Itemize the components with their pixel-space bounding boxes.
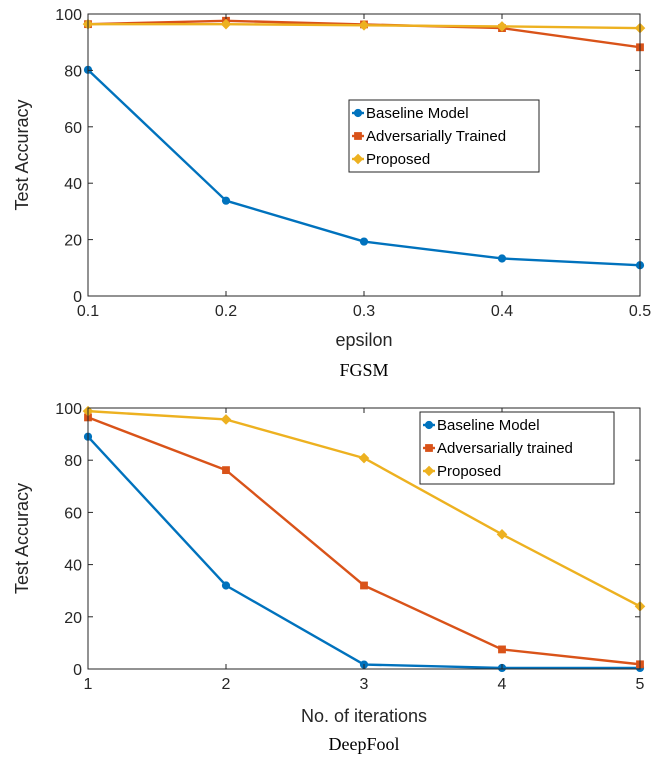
fgsm-y-axis-label: Test Accuracy — [12, 99, 32, 210]
deepfool-y-tick-label: 20 — [64, 610, 82, 627]
fgsm-series-0-point — [497, 254, 507, 263]
deepfool-legend-box — [419, 411, 615, 485]
fgsm-y-tick-label: 20 — [64, 233, 82, 250]
deepfool-legend-label: Adversarially trained — [437, 440, 573, 457]
deepfool-y-axis-label: Test Accuracy — [12, 483, 32, 594]
fgsm-series-0-point — [359, 237, 369, 246]
deepfool-series-2-point — [220, 414, 232, 425]
deepfool-y-tick-label: 0 — [73, 662, 82, 679]
fgsm-legend-swatch-marker — [353, 108, 363, 118]
fgsm-legend-swatch-marker — [352, 153, 364, 165]
fgsm-y-tick-label: 80 — [64, 63, 82, 80]
deepfool-caption: DeepFool — [329, 734, 400, 754]
fgsm-legend-label: Adversarially Trained — [366, 128, 506, 145]
deepfool-legend-swatch-marker — [424, 420, 434, 430]
fgsm-x-tick-label: 0.2 — [215, 303, 237, 320]
deepfool-legend-label: Proposed — [437, 463, 501, 480]
fgsm-legend-label: Proposed — [366, 151, 430, 168]
fgsm-x-ticks: 0.1 0.2 0.3 0.4 0.5 — [77, 14, 651, 320]
deepfool-y-tick-label: 40 — [64, 558, 82, 575]
deepfool-legend: Baseline Model Adversarially trained Propo… — [419, 411, 615, 485]
fgsm-x-axis-label: epsilon — [335, 330, 392, 350]
fgsm-series-2-point — [358, 19, 370, 31]
fgsm-y-tick-label: 100 — [55, 7, 82, 24]
fgsm-x-tick-label: 0.3 — [353, 303, 375, 320]
deepfool-legend-label: Baseline Model — [437, 417, 540, 434]
deepfool-y-tick-label: 80 — [64, 453, 82, 470]
deepfool-x-axis-label: No. of iterations — [301, 706, 427, 726]
fgsm-legend-label: Baseline Model — [366, 105, 469, 122]
deepfool-series-1-point — [498, 645, 506, 654]
fgsm-y-tick-label: 60 — [64, 120, 82, 137]
deepfool-series-layer — [82, 405, 646, 673]
deepfool-x-tick-label: 1 — [84, 676, 93, 693]
deepfool-legend-swatch-marker — [423, 465, 435, 477]
deepfool-legend-swatch-marker — [425, 444, 433, 452]
deepfool-series-2-point — [496, 529, 508, 540]
deepfool-x-ticks: 1 2 3 4 5 — [84, 408, 645, 693]
fgsm-series-0-point — [221, 196, 231, 205]
fgsm-series-2-point — [496, 21, 508, 32]
fgsm-caption: FGSM — [339, 360, 388, 380]
deepfool-y-tick-label: 60 — [64, 505, 82, 522]
fgsm-legend-box — [348, 99, 540, 173]
deepfool-y-ticks: 0 20 40 60 80 100 — [55, 401, 640, 679]
fgsm-chart: 0.1 0.2 0.3 0.4 0.5 0 20 40 60 80 100 epsilon Tes… — [12, 7, 651, 380]
fgsm-series-2-point — [220, 18, 232, 30]
deepfool-series-1-point — [222, 466, 230, 475]
deepfool-x-tick-label: 3 — [360, 676, 369, 693]
deepfool-chart: 1 2 3 4 5 0 20 40 60 80 100 No. of iterations Tes… — [12, 401, 646, 754]
deepfool-x-tick-label: 4 — [498, 676, 507, 693]
fgsm-series-layer — [82, 16, 646, 270]
fgsm-x-tick-label: 0.5 — [629, 303, 651, 320]
fgsm-x-tick-label: 0.1 — [77, 303, 99, 320]
deepfool-x-tick-label: 5 — [636, 676, 645, 693]
fgsm-legend-swatch-marker — [354, 132, 362, 140]
fgsm-legend: Baseline Model Adversarially Trained Propo… — [348, 99, 540, 173]
deepfool-series-1-point — [360, 581, 368, 590]
fgsm-y-ticks: 0 20 40 60 80 100 — [55, 7, 640, 306]
fgsm-x-tick-label: 0.4 — [491, 303, 513, 320]
deepfool-x-tick-label: 2 — [222, 676, 231, 693]
deepfool-series-0-point — [221, 581, 231, 590]
fgsm-y-tick-label: 40 — [64, 176, 82, 193]
fgsm-y-tick-label: 0 — [73, 289, 82, 306]
deepfool-series-2-point — [358, 452, 370, 464]
deepfool-y-tick-label: 100 — [55, 401, 82, 418]
